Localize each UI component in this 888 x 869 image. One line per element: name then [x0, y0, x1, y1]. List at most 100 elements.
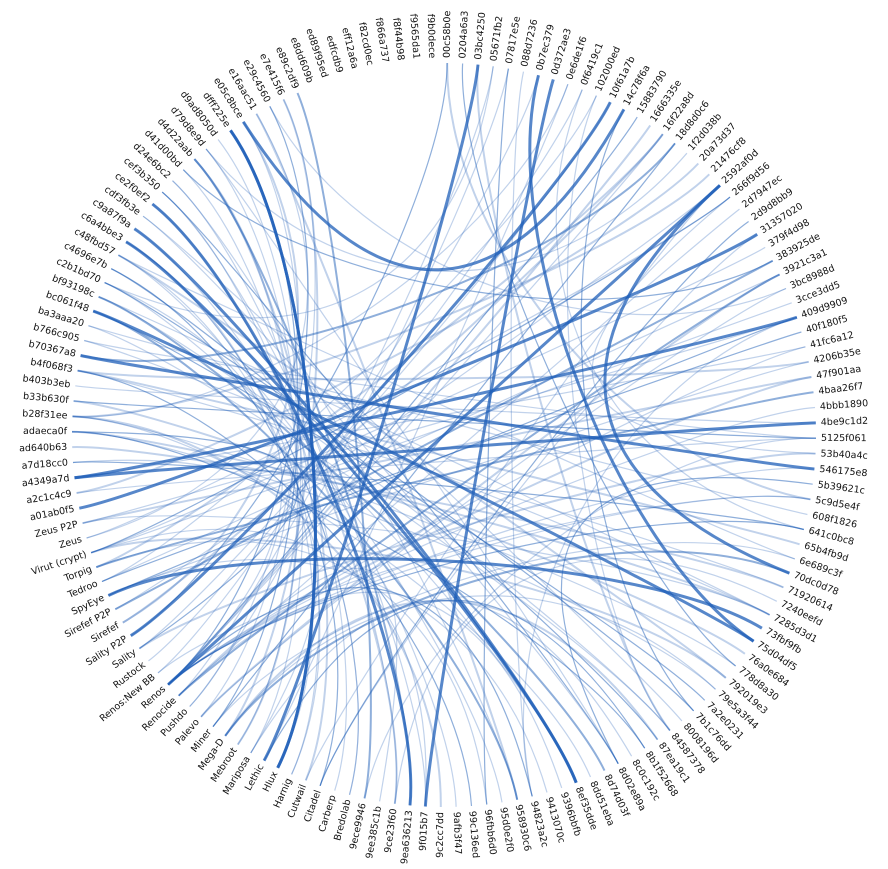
edge-b403b3eb-4be9c1d2 [75, 385, 816, 424]
edge-409d9909-a4349a7d [74, 315, 798, 480]
edge-9f015b7-cef3b350 [161, 191, 427, 807]
edge-Torpig-16f22a8d [95, 133, 664, 569]
node-label: 4be9c1d2 [821, 416, 869, 429]
edge-0d372ae3-9f015b7 [423, 78, 555, 807]
node-label: 53b40a4c [820, 448, 868, 461]
edge-ba3aaa20-84587378 [88, 325, 671, 731]
edge-102000ed-84587378 [566, 95, 671, 731]
node-label: 99c136ed [466, 811, 480, 859]
node-label: b4f068f3 [29, 357, 73, 375]
node-label: 0204a6a3 [457, 10, 470, 58]
edge-4be9c1d2-a4349a7d [74, 421, 816, 480]
edge-6e689c3f-c48fbd57 [118, 254, 796, 560]
node-label: 546175e8 [819, 464, 868, 479]
edge-Renocide-3921c3a1 [177, 273, 781, 697]
edge-Miner-6e689c3f [212, 542, 795, 727]
edge-87ea19c1-Mega-D [224, 599, 659, 741]
edge-088d7236-94823a2c [510, 71, 533, 797]
edge-75d04df5-bc061f48 [92, 309, 755, 643]
node-label: 5125f061 [821, 433, 867, 444]
edge-41fc6a12-Renos [167, 346, 806, 686]
edge-47f901aa-Renos [167, 376, 812, 686]
node-label: f8f44b98 [390, 17, 406, 61]
edge-Lethic-03bc4250 [262, 64, 480, 762]
edge-Sirefef-16f22a8d [122, 133, 664, 624]
edge-7b1c76dd-c2b1bd70 [104, 282, 695, 712]
edge-5c9d5e4f-Renos:New BB [157, 495, 811, 674]
edge-3bc8988d-e29c4560 [269, 106, 787, 316]
edge-Renos:New BB-0b7ec379 [157, 75, 540, 674]
edge-e05c8bce-Sirefef [122, 121, 299, 624]
edge-8008196d-cdf3fb3e [142, 215, 683, 722]
node-label: 5b39621c [817, 479, 866, 496]
edge-84587378-bf93198c [98, 296, 671, 731]
edge-Zeus P2P-409d9909 [82, 316, 798, 524]
node-label: 05671fb2 [488, 15, 505, 62]
node-label: 9f015b7 [418, 811, 431, 851]
edge-d4d22aab-9ea636213 [193, 158, 412, 806]
edge-4baa26f7-Torpig [95, 391, 814, 569]
edge-778d8a30-b28f31ee [72, 415, 736, 667]
edge-641c0bc8-Renos [167, 520, 804, 686]
edge-608f1826-ba3aaa20 [88, 325, 808, 516]
edge-b33b630f-5125f061 [73, 400, 817, 439]
edge-7240eefd-9ce23f60 [394, 557, 778, 804]
node-label: f866a737 [373, 17, 391, 64]
edge-Sality P2P-00c58b0e [130, 62, 448, 637]
edge-SpyEye-409d9909 [108, 316, 798, 597]
edge-Cutwail-2592af0d [305, 184, 721, 781]
node-label: a7d18cc0 [21, 457, 68, 471]
node-label: 4baa26f7 [818, 381, 864, 397]
node-label: ad640b63 [19, 442, 67, 455]
edge-95d0e2f0-c48fbd57 [118, 254, 503, 803]
edge-7285d3d1-Zeus P2P [82, 515, 770, 616]
edge-d41d00bd-383925de [182, 169, 773, 300]
edge-Lethic-8b1f52668 [263, 599, 646, 761]
edge-05671fb2-Renocide [178, 66, 494, 697]
edge-00c58b0e-5c9d5e4f [446, 62, 811, 501]
edge-73fbf9fb-SpyEye [107, 557, 763, 630]
edge-c4696e7b-87ea19c1 [110, 268, 658, 740]
edge-65b4fb9d-b4f068f3 [77, 369, 800, 546]
edge-b70367a8-546175e8 [80, 354, 815, 471]
edge-a2c1c4c9-5125f061 [76, 437, 817, 494]
edge-8dd51eba-b28f31ee [72, 415, 592, 778]
edge-Zeus P2P-47f901aa [82, 376, 812, 525]
edge-d79d8e9d-Mariposa [205, 148, 304, 754]
edge-3921c3a1-Palevo [200, 273, 781, 718]
edge-9ece9946-5125f061 [363, 437, 817, 799]
edge-0204a6a3-778d8a30 [461, 63, 736, 667]
edge-9ece9946-e89c2df9 [296, 92, 372, 799]
edge-layer [71, 62, 817, 808]
edge-2d7947ec-Renocide [178, 208, 740, 697]
edge-Palevo-e05c8bce [200, 121, 301, 718]
node-label: 4bbb1890 [820, 398, 869, 413]
edge-c2b1bd70-05671fb2 [104, 66, 494, 319]
node-label: adaeca0f [23, 426, 68, 437]
edge-Virut (crypt)-9f015b7 [90, 528, 427, 807]
edge-96fbb6d0-Torpig [96, 540, 488, 805]
node-label: 5c9d5e4f [814, 495, 860, 514]
edge-Zeus-266f9d56 [86, 196, 731, 539]
edge-Tedroo-3921c3a1 [101, 273, 780, 583]
edge-c48fbd57-Hlux [118, 254, 314, 769]
edge-8d02e89a-d79d8e9d [205, 148, 619, 764]
edge-bc061f48-958930c6 [92, 310, 519, 800]
edge-16f22a8d-Renos [167, 133, 664, 686]
edge-2d9d8bb9-Citadel [319, 221, 749, 787]
edge-e29c4560-Renos [167, 106, 309, 686]
edge-20a73d37-a2c1c4c9 [76, 162, 700, 494]
edge-94823a2c-Renos [167, 587, 533, 797]
edge-Bredolab-c6a4bbe3 [125, 241, 359, 795]
edge-e7e415f6-Pushdo [189, 99, 316, 707]
edge-e05c8bce-14c78f6a [242, 108, 626, 272]
edge-bf93198c-7285d3d1 [98, 296, 770, 616]
edge-ad640b63-71920614 [72, 446, 784, 589]
edge-b4f068f3-4206b35e [77, 360, 809, 381]
edge-0b7ec379-75d04df5 [528, 74, 755, 643]
edge-Carberp-cef3b350 [161, 191, 347, 791]
edge-0f6419c1-641c0bc8 [555, 89, 804, 531]
edge-10f61a7b-Sality [139, 101, 611, 649]
edge-792019e3-Virut (crypt) [90, 537, 727, 679]
